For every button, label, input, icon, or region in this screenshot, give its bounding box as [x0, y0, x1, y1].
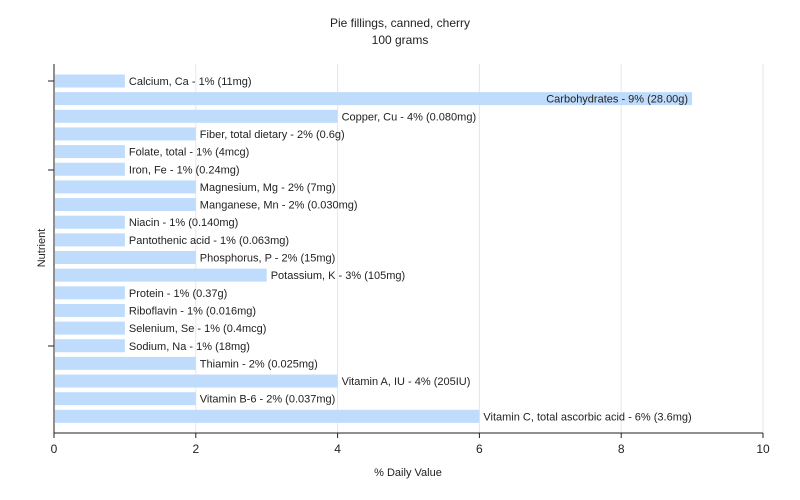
x-tick-label: 4: [334, 442, 341, 456]
bar: [55, 198, 196, 212]
bar-label: Niacin - 1% (0.140mg): [129, 217, 238, 229]
bar-label: Copper, Cu - 4% (0.080mg): [342, 111, 477, 123]
bar-label: Fiber, total dietary - 2% (0.6g): [200, 129, 345, 141]
bar: [55, 339, 125, 353]
grid: [195, 64, 764, 433]
bar-label: Thiamin - 2% (0.025mg): [200, 358, 318, 370]
bar: [55, 251, 196, 264]
x-tick-label: 6: [476, 442, 483, 456]
bar-label: Vitamin B-6 - 2% (0.037mg): [200, 394, 336, 406]
bar: [55, 92, 693, 106]
bar-label: Manganese, Mn - 2% (0.030mg): [200, 200, 358, 212]
bar: [55, 392, 196, 406]
bar: [55, 74, 125, 88]
bar-label: Magnesium, Mg - 2% (7mg): [200, 182, 336, 194]
bar: [55, 233, 125, 247]
x-axis-title: % Daily Value: [374, 467, 442, 479]
bar-label: Folate, total - 1% (4mcg): [129, 147, 249, 159]
bars: Calcium, Ca - 1% (11mg) Carbohydrates - 9…: [55, 74, 693, 423]
chart-subtitle: 100 grams: [372, 33, 429, 47]
chart-title: Pie fillings, canned, cherry: [330, 16, 470, 30]
bar: [55, 409, 480, 423]
bar-label: Riboflavin - 1% (0.016mg): [129, 305, 256, 317]
x-tick-label: 10: [756, 442, 770, 456]
bar: [55, 303, 125, 317]
bar-label: Calcium, Ca - 1% (11mg): [129, 76, 252, 88]
bar: [55, 356, 196, 370]
x-tick-label: 2: [192, 442, 199, 456]
bar-label: Vitamin C, total ascorbic acid - 6% (3.6…: [483, 411, 691, 423]
bar-label: Vitamin A, IU - 4% (205IU): [342, 376, 471, 388]
bar-label: Sodium, Na - 1% (18mg): [129, 341, 250, 353]
bar: [55, 286, 125, 300]
bar: [55, 268, 267, 282]
bar-label: Phosphorus, P - 2% (15mg): [200, 253, 336, 265]
bar-label: Protein - 1% (0.37g): [129, 288, 227, 300]
x-tick-label: 0: [51, 442, 58, 456]
bar: [55, 374, 338, 388]
bar-label: Selenium, Se - 1% (0.4mcg): [129, 323, 267, 335]
bar: [55, 109, 338, 123]
bar: [55, 180, 196, 194]
x-tick-label: 8: [618, 442, 625, 456]
bar: [55, 215, 125, 229]
bar-label: Potassium, K - 3% (105mg): [271, 270, 406, 282]
bar: [55, 162, 125, 176]
bar: [55, 321, 125, 335]
bar: [55, 145, 125, 159]
bar-label: Carbohydrates - 9% (28.00g): [546, 94, 688, 106]
axes: 0 2 4 6 8 10: [48, 64, 770, 456]
y-axis-title: Nutrient: [36, 229, 48, 268]
bar: [55, 127, 196, 141]
bar-label: Iron, Fe - 1% (0.24mg): [129, 164, 240, 176]
bar-label: Pantothenic acid - 1% (0.063mg): [129, 235, 289, 247]
